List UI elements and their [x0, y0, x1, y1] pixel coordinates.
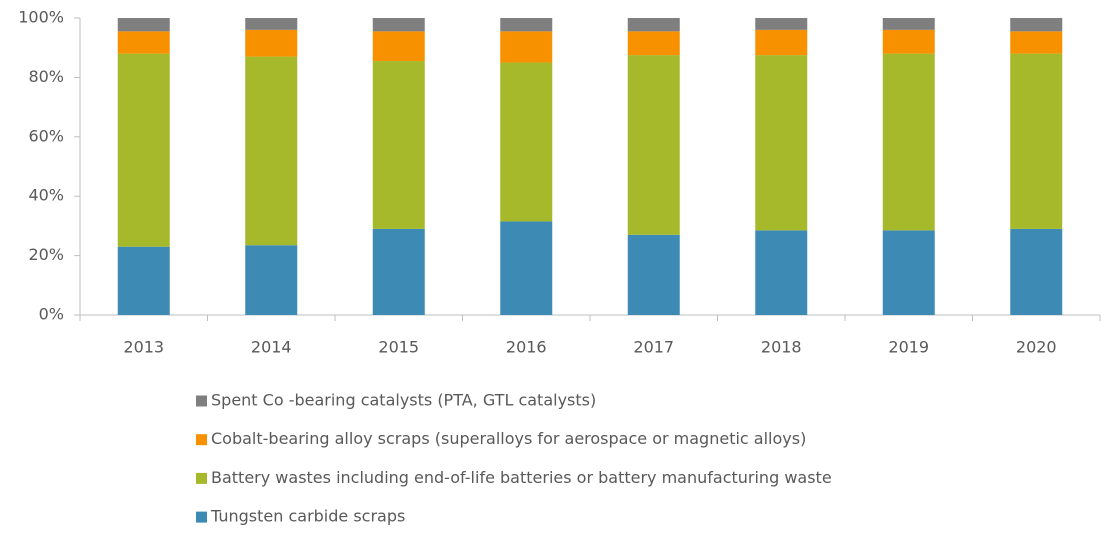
bar-segment	[500, 31, 553, 63]
bar-segment	[372, 18, 425, 32]
bar-segment	[627, 31, 680, 56]
y-tick-label: 80%	[28, 67, 64, 86]
bar-segment	[882, 53, 935, 231]
x-tick-label: 2015	[378, 338, 419, 357]
bar-segment	[1010, 228, 1063, 315]
bar-segment	[627, 18, 680, 32]
legend-swatch	[196, 434, 207, 446]
x-tick-label: 2017	[633, 338, 674, 357]
x-tick-label: 2014	[251, 338, 292, 357]
x-tick-label: 2013	[123, 338, 164, 357]
y-tick-label: 40%	[28, 186, 64, 205]
legend-label: Cobalt-bearing alloy scraps (superalloys…	[211, 429, 806, 448]
legend-swatch	[196, 472, 207, 484]
x-tick-label: 2016	[506, 338, 547, 357]
bar-segment	[882, 230, 935, 315]
legend-swatch	[196, 395, 207, 407]
bar-segment	[245, 245, 298, 315]
legend-label: Tungsten carbide scraps	[210, 507, 405, 526]
bar-segment	[245, 18, 298, 30]
bar-segment	[882, 18, 935, 30]
bar-segment	[500, 62, 553, 222]
x-tick-label: 2018	[761, 338, 802, 357]
bar-segment	[372, 61, 425, 229]
y-tick-label: 60%	[28, 126, 64, 145]
bar-segment	[117, 31, 170, 54]
bar-segment	[372, 228, 425, 315]
bar-segment	[755, 18, 808, 30]
y-tick-label: 20%	[28, 245, 64, 264]
bar-segment	[1010, 53, 1063, 229]
bar-segment	[755, 55, 808, 231]
bar-segment	[500, 18, 553, 32]
legend-label: Spent Co -bearing catalysts (PTA, GTL ca…	[211, 391, 596, 410]
bar-segment	[1010, 31, 1063, 54]
bar-segment	[500, 221, 553, 315]
bar-segment	[755, 230, 808, 315]
bar-segment	[245, 56, 298, 246]
x-tick-label: 2019	[888, 338, 929, 357]
bar-segment	[372, 31, 425, 62]
bar-segment	[755, 29, 808, 56]
legend-swatch	[196, 511, 207, 523]
legend-label: Battery wastes including end-of-life bat…	[211, 468, 832, 487]
bar-segment	[627, 234, 680, 315]
bar-segment	[117, 53, 170, 247]
bar-segment	[882, 29, 935, 54]
bar-segment	[245, 29, 298, 57]
x-tick-label: 2020	[1016, 338, 1057, 357]
bar-segment	[117, 246, 170, 315]
bar-segment	[627, 55, 680, 235]
y-tick-label: 0%	[39, 305, 64, 324]
y-tick-label: 100%	[18, 8, 64, 27]
bar-segment	[1010, 18, 1063, 32]
bar-segment	[117, 18, 170, 32]
